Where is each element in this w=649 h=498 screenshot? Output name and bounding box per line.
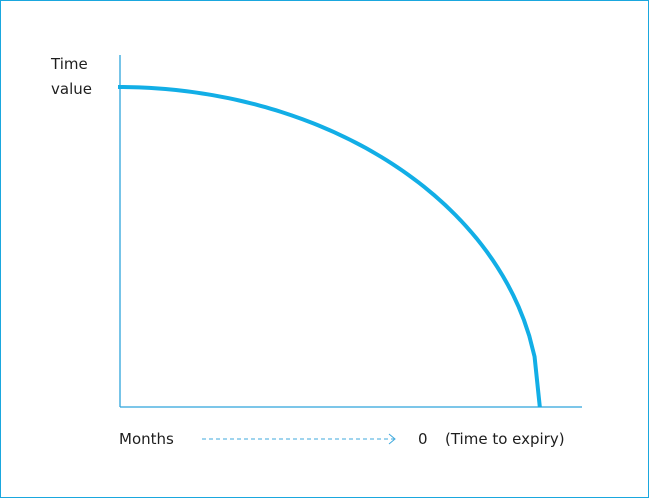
x-axis-end-note: (Time to expiry) <box>445 430 565 448</box>
y-axis-label-line-1: Time <box>50 55 88 73</box>
x-axis-end-value: 0 <box>418 430 428 448</box>
time-value-curve <box>117 85 542 408</box>
y-axis-label-line-2: value <box>51 80 92 98</box>
x-axis-start-label: Months <box>119 430 174 448</box>
x-direction-arrowhead <box>388 433 396 445</box>
